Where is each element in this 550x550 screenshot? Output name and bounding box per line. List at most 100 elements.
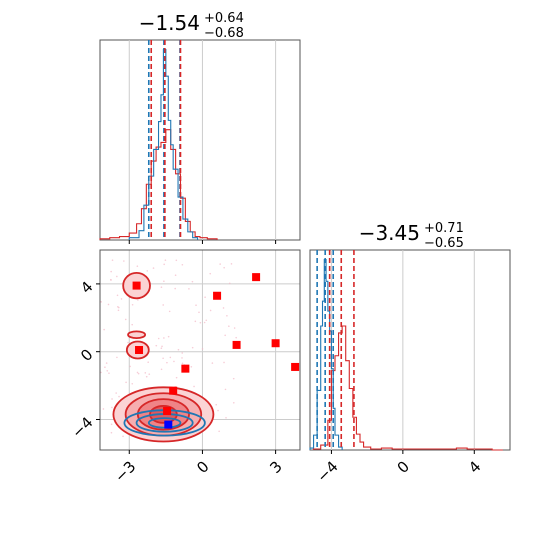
contour-ticks <box>96 283 277 454</box>
contour-sample-point <box>131 382 134 385</box>
contour-sample-point <box>115 392 117 394</box>
contour-sample-point <box>174 274 177 276</box>
contour-sample-point <box>118 395 120 398</box>
histogram-top-left-grid <box>128 40 277 240</box>
contour-frame <box>99 249 301 451</box>
contour-sample-point <box>226 314 228 317</box>
contour-sample-point <box>122 435 124 438</box>
contour-sample-point <box>131 303 134 306</box>
contour-sample-point <box>190 365 193 368</box>
contour-sample-point <box>169 356 172 359</box>
red-square-marker <box>135 346 144 354</box>
contour-sample-point <box>209 309 212 312</box>
contour-sample-point <box>167 335 170 338</box>
contour-x-tick-label: 0 <box>193 458 212 477</box>
histogram-bottom-right-title-plus: +0.71 <box>424 221 464 236</box>
hist-right-blue-series <box>309 258 343 450</box>
histogram-bottom-right-tick-labels: −4 0 4 <box>313 458 484 486</box>
histogram-top-left-panel: −1.54 +0.64 −0.68 <box>99 11 301 244</box>
contour-sample-point <box>117 309 120 312</box>
contour-sample-point <box>224 388 227 391</box>
contour-sample-point <box>232 401 235 404</box>
contour-sample-point <box>124 318 127 321</box>
contour-sample-point <box>181 263 184 266</box>
contour-sample-point <box>233 327 236 329</box>
histogram-bottom-right-title-value: −3.45 <box>359 221 420 245</box>
contour-sample-point <box>217 409 219 412</box>
hist-top-blue-series <box>128 48 199 240</box>
contour-sample-point <box>123 260 125 262</box>
contour-sample-point <box>120 298 123 300</box>
contour-y-tick-label: 4 <box>77 278 96 297</box>
contour-sample-point <box>198 311 200 314</box>
contour-sample-point <box>111 406 113 409</box>
hist-top-red-series <box>99 129 218 240</box>
histogram-bottom-right-frame <box>309 249 511 451</box>
contour-sample-point <box>155 344 158 347</box>
contour-sample-point <box>224 334 226 337</box>
histogram-top-left-ticks <box>128 240 277 244</box>
histogram-bottom-right-ticks <box>330 450 475 454</box>
contour-sample-point <box>191 280 194 283</box>
red-square-marker <box>252 273 261 282</box>
contour-sample-point <box>181 352 184 354</box>
contour-sample-point <box>163 337 165 339</box>
contour-sample-point <box>100 301 102 303</box>
contour-sample-point <box>161 345 163 348</box>
blue-square-marker <box>164 420 173 429</box>
contour-sample-point <box>191 346 194 349</box>
contour-sample-point <box>136 265 139 268</box>
contour-sample-point <box>129 365 131 368</box>
contour-sample-point <box>111 398 113 400</box>
contour-sample-point <box>235 336 237 339</box>
contour-sample-point <box>204 296 206 298</box>
contour-sample-point <box>219 263 221 265</box>
contour-sample-point <box>116 356 118 359</box>
contour-sample-point <box>164 259 167 261</box>
contour-sample-point <box>108 372 110 374</box>
histogram-top-left-content <box>99 40 218 240</box>
contour-sample-point <box>146 270 149 272</box>
hist-right-red-series <box>313 325 503 451</box>
red-square-marker <box>291 362 300 371</box>
contour-sample-point <box>125 381 127 384</box>
red-square-marker <box>181 364 190 373</box>
contour-sample-point <box>195 304 197 307</box>
contour-sample-point <box>163 263 165 266</box>
contour-sample-point <box>168 310 171 313</box>
contour-sample-point <box>148 373 151 375</box>
red-square-marker <box>232 340 241 349</box>
hist-right-x-tick-label: −4 <box>313 458 341 486</box>
contour-sample-point <box>160 368 163 371</box>
contour-sample-point <box>137 299 139 301</box>
histogram-top-left-title-minus: −0.68 <box>204 26 244 41</box>
contour-content <box>100 259 300 443</box>
contour-sample-point <box>163 280 165 282</box>
contour-sample-point <box>193 385 195 388</box>
contour-x-tick-label: −3 <box>111 458 139 486</box>
contour-sample-point <box>230 263 233 265</box>
contour-tick-labels: −3 0 3 −4 0 4 <box>68 278 286 486</box>
contour-sample-point <box>160 286 163 289</box>
histogram-bottom-right-title-minus: −0.65 <box>424 236 464 251</box>
histogram-bottom-right-grid <box>330 250 475 450</box>
contour-sample-point <box>147 361 149 364</box>
contour-sample-point <box>173 360 175 363</box>
contour-sample-point <box>177 348 180 351</box>
contour-sample-point <box>103 328 105 331</box>
contour-sample-point <box>110 278 112 281</box>
contour-sample-point <box>106 369 109 372</box>
contour-sample-point <box>131 323 133 326</box>
contour-sample-point <box>194 320 197 323</box>
red-contour-island <box>127 330 147 340</box>
contour-sample-point <box>110 423 113 426</box>
contour-sample-point <box>110 431 113 434</box>
hist-right-x-tick-label: 4 <box>465 458 484 477</box>
contour-sample-point <box>117 306 120 309</box>
contour-sample-point <box>162 357 164 360</box>
contour-y-tick-label: 0 <box>77 346 96 365</box>
contour-sample-point <box>110 270 112 273</box>
contour-sample-point <box>160 347 163 350</box>
histogram-top-left-title-value: −1.54 <box>139 11 200 35</box>
contour-sample-point <box>223 266 225 269</box>
